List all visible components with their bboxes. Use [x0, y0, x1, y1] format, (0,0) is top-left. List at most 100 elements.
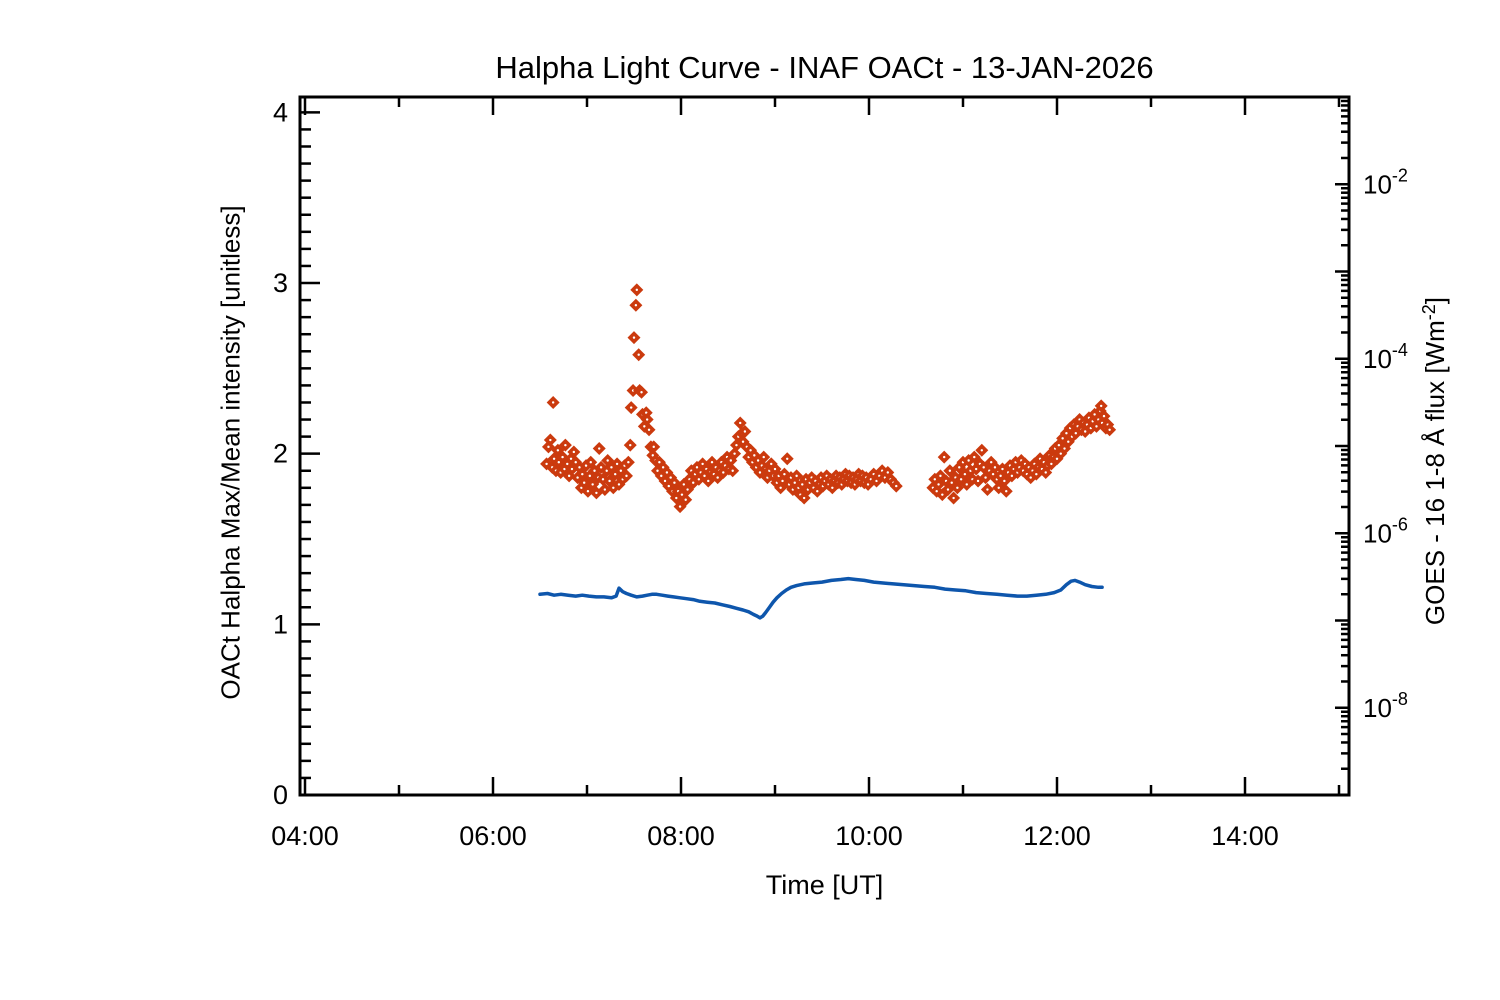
halpha-point-center [557, 461, 560, 464]
left-tick-label: 1 [273, 609, 288, 639]
halpha-point-center [612, 486, 615, 490]
halpha-point-center [563, 467, 566, 471]
right-axis-label-bracket: ] [1420, 296, 1450, 305]
left-axis-ticks: 0 1 2 3 4 [273, 97, 320, 810]
halpha-point-center [990, 461, 993, 464]
halpha-point-center [608, 479, 611, 483]
halpha-point-center [678, 505, 682, 508]
halpha-point-center [584, 464, 588, 467]
halpha-point-center [950, 481, 953, 484]
left-tick-label: 4 [273, 97, 288, 127]
x-tick-label: 10:00 [835, 821, 903, 851]
halpha-point-center [758, 471, 762, 474]
halpha-point-center [735, 443, 738, 447]
halpha-point-center [967, 459, 970, 462]
halpha-point-center [939, 474, 942, 478]
halpha-point-center [572, 450, 576, 454]
halpha-point-center [733, 452, 736, 455]
halpha-point-center [1055, 457, 1059, 460]
halpha-point-center [1035, 472, 1038, 476]
halpha-point-center [795, 474, 798, 478]
halpha-point-center [570, 467, 574, 471]
chart-title: Halpha Light Curve - INAF OACt - 13-JAN-… [495, 50, 1154, 85]
halpha-point-center [606, 459, 609, 462]
halpha-point-center [993, 466, 997, 469]
halpha-point-center [831, 486, 834, 490]
halpha-point-center [710, 461, 714, 464]
halpha-point-center [958, 466, 961, 469]
x-tick-label: 14:00 [1211, 821, 1279, 851]
halpha-point-center [802, 496, 806, 500]
right-axis-label-superscript: -2 [1419, 304, 1439, 321]
halpha-point-center [576, 476, 579, 479]
halpha-point-center [965, 483, 968, 486]
halpha-point-center [948, 469, 952, 472]
halpha-point-center [598, 447, 601, 450]
halpha-point-center [997, 486, 1000, 490]
halpha-point-center [980, 449, 983, 452]
halpha-point-center [991, 472, 995, 476]
halpha-point-center [716, 476, 719, 479]
halpha-point-center [660, 474, 663, 478]
halpha-point-center [547, 445, 550, 449]
halpha-point-center [743, 430, 747, 433]
halpha-point-center [779, 486, 782, 490]
halpha-point-center [703, 474, 706, 478]
halpha-point-center [605, 469, 608, 472]
halpha-point-center [682, 483, 686, 486]
halpha-point-center [615, 462, 619, 466]
halpha-point-center [627, 461, 630, 464]
halpha-point-center [1108, 428, 1111, 431]
halpha-point-center [741, 440, 745, 443]
halpha-point-center [1005, 490, 1008, 493]
halpha-point-center [731, 469, 734, 472]
x-axis-label: Time [UT] [765, 870, 884, 900]
halpha-point-center [956, 486, 959, 490]
halpha-point-center [591, 483, 594, 486]
halpha-point-center [599, 466, 603, 469]
halpha-point-center [793, 481, 796, 484]
halpha-point-center [963, 472, 967, 476]
halpha-point-center [582, 481, 586, 484]
halpha-point-center [1044, 471, 1047, 474]
right-tick-label: 10-8 [1363, 689, 1408, 723]
halpha-point-center [549, 438, 552, 442]
right-axis-label-text: GOES - 16 1-8 Å flux [Wm [1420, 320, 1450, 626]
halpha-point-center [756, 459, 760, 462]
halpha-point-center [629, 443, 632, 447]
halpha-point-center [603, 488, 607, 491]
right-tick-label: 10-4 [1363, 340, 1408, 374]
halpha-point-center [935, 490, 938, 493]
halpha-point-center [1061, 437, 1064, 440]
halpha-point-center [729, 459, 733, 462]
halpha-point-center [556, 449, 560, 452]
halpha-point-center [634, 304, 638, 307]
halpha-point-center [617, 483, 621, 486]
halpha-point-center [952, 496, 955, 500]
halpha-point-center [669, 476, 672, 479]
halpha-point-center [1057, 443, 1061, 447]
halpha-point-center [1059, 452, 1062, 455]
halpha-point-center [816, 490, 819, 493]
halpha-point-center [941, 493, 944, 496]
halpha-point-center [762, 455, 765, 459]
halpha-point-center [783, 472, 786, 476]
halpha-point-center [1001, 467, 1004, 471]
x-tick-label: 08:00 [647, 821, 715, 851]
halpha-point-center [739, 421, 742, 425]
halpha-point-center [578, 466, 581, 469]
halpha-point-center [697, 478, 701, 481]
halpha-point-center [651, 454, 654, 457]
halpha-point-center [632, 336, 636, 339]
halpha-point-center [595, 491, 598, 495]
halpha-point-center [684, 498, 687, 501]
halpha-point-center [886, 471, 889, 474]
halpha-point-center [569, 457, 573, 460]
halpha-point-center [551, 401, 555, 404]
halpha-point-center [976, 479, 980, 483]
halpha-point-center [574, 461, 577, 464]
halpha-point-center [692, 481, 695, 484]
halpha-point-center [637, 353, 640, 356]
